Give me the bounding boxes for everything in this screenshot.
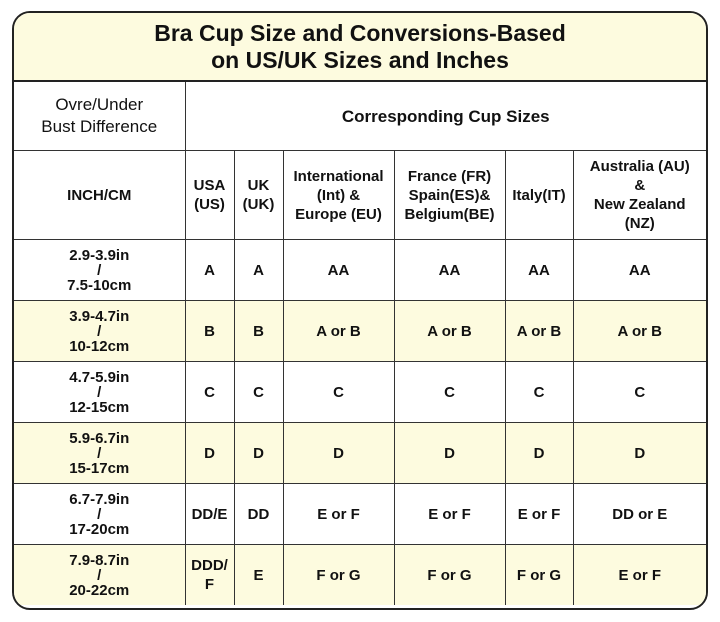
cup-size-cell: AA <box>282 239 395 301</box>
cup-size-cell: DDD/ F <box>184 544 235 605</box>
cup-size-cell: F or G <box>504 544 574 605</box>
cup-size-cell: A or B <box>572 300 706 362</box>
cup-size-cell: D <box>184 422 235 484</box>
cup-size-cell: A <box>184 239 235 301</box>
column-header: Italy(IT) <box>504 150 574 240</box>
cup-sizes-header: Corresponding Cup Sizes <box>184 82 706 151</box>
table-row: 4.7-5.9in / 12-15cm C C C C C C <box>14 361 706 423</box>
cup-size-cell: A or B <box>282 300 395 362</box>
cup-size-cell: DD <box>233 483 284 545</box>
cup-size-cell: E or F <box>572 544 706 605</box>
conversion-table: Ovre/Under Bust Difference Corresponding… <box>14 82 706 605</box>
chart-title: Bra Cup Size and Conversions-Based on US… <box>14 13 706 82</box>
cup-size-cell: F or G <box>282 544 395 605</box>
cup-size-cell: C <box>282 361 395 423</box>
cup-size-cell: A <box>233 239 284 301</box>
table-row: 2.9-3.9in / 7.5-10cm A A AA AA AA AA <box>14 239 706 301</box>
column-header: USA (US) <box>184 150 235 240</box>
column-header: International (Int) & Europe (EU) <box>282 150 395 240</box>
cup-size-cell: E <box>233 544 284 605</box>
range-cell: 6.7-7.9in / 17-20cm <box>14 483 186 545</box>
cup-size-cell: C <box>233 361 284 423</box>
cup-size-cell: C <box>572 361 706 423</box>
column-header: UK (UK) <box>233 150 284 240</box>
range-cell: 5.9-6.7in / 15-17cm <box>14 422 186 484</box>
cup-size-cell: C <box>504 361 574 423</box>
cup-size-cell: F or G <box>393 544 506 605</box>
cup-size-cell: D <box>282 422 395 484</box>
cup-size-cell: E or F <box>393 483 506 545</box>
cup-size-cell: C <box>184 361 235 423</box>
cup-size-cell: E or F <box>282 483 395 545</box>
cup-size-cell: A or B <box>393 300 506 362</box>
cup-size-cell: AA <box>393 239 506 301</box>
cup-size-cell: D <box>393 422 506 484</box>
column-header: France (FR) Spain(ES)& Belgium(BE) <box>393 150 506 240</box>
bust-difference-header: Ovre/Under Bust Difference <box>14 82 186 151</box>
column-header: Australia (AU) & New Zealand (NZ) <box>572 150 706 240</box>
cup-size-cell: DD or E <box>572 483 706 545</box>
cup-size-cell: D <box>233 422 284 484</box>
cup-size-cell: D <box>504 422 574 484</box>
cup-size-cell: B <box>184 300 235 362</box>
cup-size-cell: A or B <box>504 300 574 362</box>
range-cell: 2.9-3.9in / 7.5-10cm <box>14 239 186 301</box>
cup-size-cell: E or F <box>504 483 574 545</box>
table-row: 5.9-6.7in / 15-17cm D D D D D D <box>14 422 706 484</box>
cup-size-cell: AA <box>572 239 706 301</box>
cup-size-chart: Bra Cup Size and Conversions-Based on US… <box>12 11 708 610</box>
range-cell: 4.7-5.9in / 12-15cm <box>14 361 186 423</box>
cup-size-cell: D <box>572 422 706 484</box>
cup-size-cell: C <box>393 361 506 423</box>
cup-size-cell: DD/E <box>184 483 235 545</box>
column-header: INCH/CM <box>14 150 186 240</box>
range-cell: 3.9-4.7in / 10-12cm <box>14 300 186 362</box>
cup-size-cell: AA <box>504 239 574 301</box>
range-cell: 7.9-8.7in / 20-22cm <box>14 544 186 605</box>
cup-size-cell: B <box>233 300 284 362</box>
